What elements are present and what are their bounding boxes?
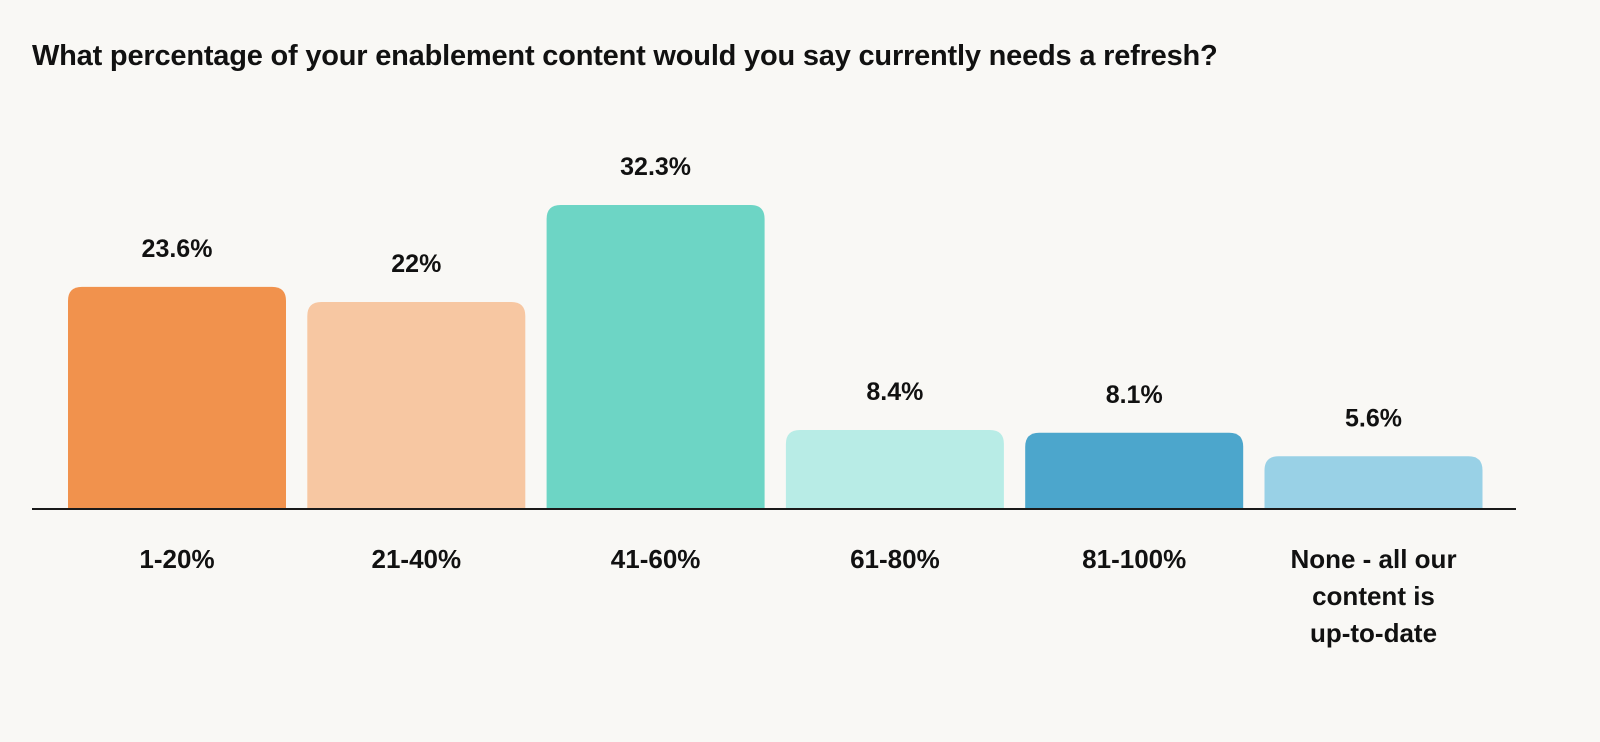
category-label-1-20: 1-20% <box>139 544 214 574</box>
chart-title: What percentage of your enablement conte… <box>32 40 1218 72</box>
value-label-1-20: 23.6% <box>142 235 213 263</box>
category-label-line: 61-80% <box>850 544 940 574</box>
category-label-line: 41-60% <box>611 544 701 574</box>
bar-none-all-our-content-is-up-to-date <box>1264 456 1483 509</box>
bar-21-40 <box>307 301 526 509</box>
category-label-61-80: 61-80% <box>850 544 940 574</box>
category-label-line: 1-20% <box>139 544 214 574</box>
value-label-81-100: 8.1% <box>1106 381 1163 409</box>
category-label-line: content is <box>1312 581 1435 611</box>
category-label-41-60: 41-60% <box>611 544 701 574</box>
bars-layer <box>68 205 1483 509</box>
value-labels-layer: 23.6% 22% 32.3% 8.4% 8.1% 5.6% <box>142 153 1402 432</box>
category-label-81-100: 81-100% <box>1082 544 1186 574</box>
category-label-21-40: 21-40% <box>371 544 461 574</box>
category-labels-layer: 1-20% 21-40% 41-60% 61-80% 81-100% None - all… <box>139 544 1456 648</box>
value-label-none-all-our-content-is-up-to-date: 5.6% <box>1345 404 1402 432</box>
category-label-line: 81-100% <box>1082 544 1186 574</box>
value-label-21-40: 22% <box>391 250 441 278</box>
value-label-61-80: 8.4% <box>866 378 923 406</box>
category-label-line: up-to-date <box>1310 618 1437 648</box>
bar-81-100 <box>1025 432 1244 509</box>
category-label-line: None - all our <box>1290 544 1456 574</box>
bar-1-20 <box>68 286 286 509</box>
bar-61-80 <box>785 429 1004 509</box>
value-label-41-60: 32.3% <box>620 153 691 181</box>
category-label-line: 21-40% <box>371 544 461 574</box>
bar-41-60 <box>546 205 765 509</box>
category-label-none-all-our-content-is-up-to-date: None - all our content is up-to-date <box>1290 544 1456 648</box>
